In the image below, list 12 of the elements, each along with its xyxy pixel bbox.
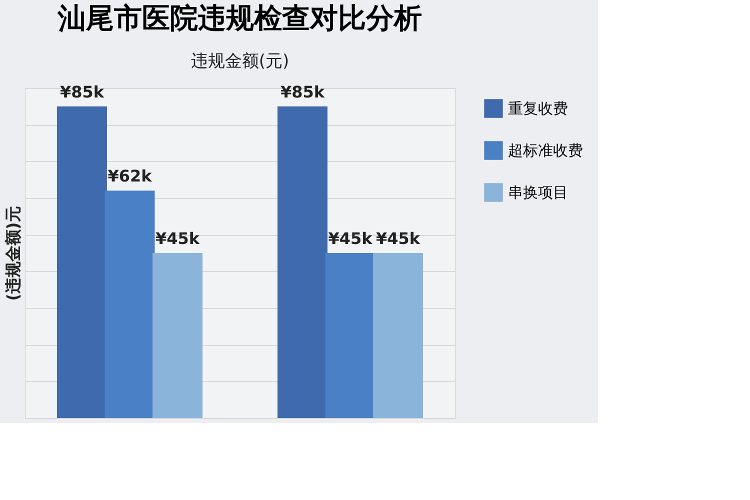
data-label: ¥62k (108, 166, 152, 186)
chart-title: 汕尾市医院违规检查对比分析 (57, 1, 422, 34)
data-label: ¥85k (280, 82, 325, 102)
legend-label: 串换项目 (508, 184, 568, 202)
data-label: ¥45k (156, 229, 200, 248)
data-label: ¥85k (60, 82, 104, 102)
legend-label: 超标准收费 (508, 142, 583, 160)
y-axis-title: (违规金额)元 (4, 206, 22, 301)
data-label: ¥45k (328, 229, 373, 248)
chart-subtitle: 违规金额(元) (190, 51, 290, 72)
legend-label: 重复收费 (508, 100, 568, 118)
data-label: ¥45k (376, 229, 420, 248)
